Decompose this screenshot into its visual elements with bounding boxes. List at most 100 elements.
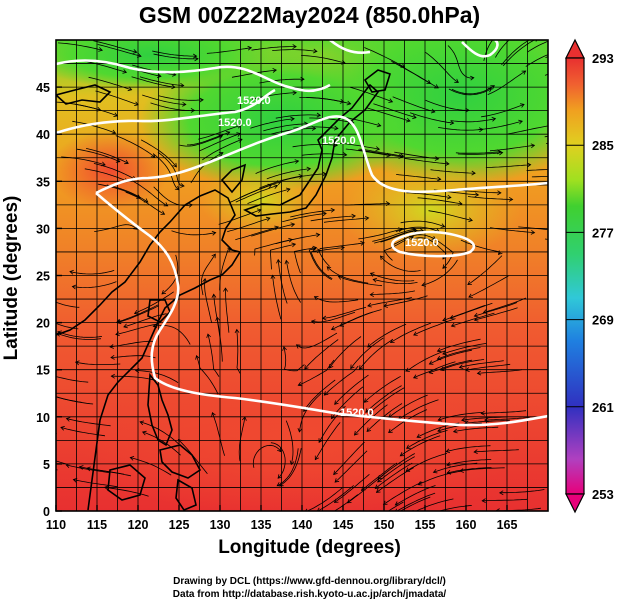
streamline xyxy=(238,416,246,462)
streamline xyxy=(311,311,356,323)
streamline xyxy=(442,305,486,321)
streamline-arrow xyxy=(490,85,495,90)
streamline xyxy=(202,138,243,161)
streamline xyxy=(277,259,288,304)
streamline-arrow xyxy=(192,53,198,59)
streamline-arrow xyxy=(188,202,193,208)
streamline-arrow xyxy=(428,512,432,516)
streamline-arrow xyxy=(351,213,356,219)
streamline xyxy=(235,226,279,241)
streamline-arrow xyxy=(474,192,480,198)
streamline xyxy=(322,306,367,319)
streamline xyxy=(57,42,103,51)
streamline xyxy=(314,296,359,303)
streamline xyxy=(56,469,58,471)
streamline-arrow xyxy=(295,344,301,349)
streamline-arrow xyxy=(416,433,422,438)
streamline xyxy=(318,247,345,267)
streamline-arrow xyxy=(330,325,336,331)
streamline-arrow xyxy=(133,309,139,315)
streamline-arrow xyxy=(172,162,177,168)
streamline-arrow xyxy=(491,116,497,122)
streamline-arrow xyxy=(434,156,440,161)
streamline xyxy=(400,220,445,228)
x-tick-label: 110 xyxy=(46,518,66,532)
streamline xyxy=(406,430,448,449)
streamline xyxy=(275,234,320,245)
streamline xyxy=(299,393,322,432)
streamline-arrow xyxy=(211,253,216,259)
streamline xyxy=(370,290,415,296)
streamline xyxy=(354,404,388,436)
streamline xyxy=(467,255,503,285)
streamline-arrow xyxy=(304,365,309,370)
streamline xyxy=(272,275,282,320)
streamline-arrow xyxy=(141,430,147,436)
streamline xyxy=(395,485,436,506)
streamline-arrow xyxy=(211,411,216,417)
x-axis: 110 115 120 125 130 135 140 145 150 155 160 165 xyxy=(46,505,517,532)
streamline-arrow xyxy=(375,488,381,493)
streamline-arrow xyxy=(446,462,451,467)
streamline xyxy=(285,260,302,303)
x-tick-label: 145 xyxy=(333,518,354,532)
streamline-arrow xyxy=(367,302,372,308)
streamline xyxy=(56,301,80,308)
streamline-arrow xyxy=(123,323,128,329)
streamline xyxy=(318,405,346,443)
streamline xyxy=(460,467,505,472)
streamline xyxy=(448,88,492,96)
streamline xyxy=(376,467,414,493)
streamline xyxy=(461,416,507,421)
streamline xyxy=(97,44,142,57)
streamline-arrow xyxy=(124,159,129,165)
streamline-arrow xyxy=(458,364,464,370)
streamline xyxy=(349,86,393,103)
streamline xyxy=(275,114,321,119)
y-axis-label: Latitude (degrees) xyxy=(1,195,22,361)
streamline-arrow xyxy=(405,467,411,472)
contour-label: 1520.0 xyxy=(237,95,271,107)
streamline-arrow xyxy=(388,428,393,434)
contour-label: 1520.0 xyxy=(405,237,439,249)
streamline-arrow xyxy=(111,129,117,135)
streamline-arrow xyxy=(430,108,436,114)
streamline-arrow xyxy=(195,354,200,360)
streamline-arrow xyxy=(431,236,437,241)
streamline xyxy=(139,76,184,86)
streamline xyxy=(153,53,199,60)
streamline-arrow xyxy=(339,99,345,104)
streamline-arrow xyxy=(270,274,276,280)
y-tick-label: 40 xyxy=(36,128,50,142)
streamline xyxy=(130,457,172,476)
streamline-arrow xyxy=(389,338,395,344)
streamline-arrow xyxy=(290,222,296,228)
x-tick-label: 140 xyxy=(292,518,313,532)
streamline-arrow xyxy=(476,370,482,376)
streamline xyxy=(446,445,491,452)
streamline xyxy=(394,151,439,160)
streamline-arrow xyxy=(365,522,369,526)
streamline xyxy=(373,279,418,284)
streamline-arrow xyxy=(587,140,591,144)
streamline-arrow xyxy=(360,240,365,246)
streamline xyxy=(142,431,181,456)
streamline xyxy=(375,462,413,489)
streamline-arrow xyxy=(339,322,345,327)
streamline-arrow xyxy=(273,184,279,189)
streamline-arrow xyxy=(110,373,115,379)
streamline-arrow xyxy=(277,474,283,479)
streamline-arrow xyxy=(383,303,388,308)
streamline xyxy=(306,487,343,511)
y-tick-label: 10 xyxy=(36,411,50,425)
y-tick-label: 45 xyxy=(36,81,50,95)
streamline-arrow xyxy=(379,255,385,261)
streamline xyxy=(367,297,412,307)
streamline xyxy=(451,85,495,95)
streamline xyxy=(104,486,149,497)
streamline xyxy=(277,448,299,487)
streamline xyxy=(93,40,137,53)
streamline xyxy=(485,164,531,168)
streamline xyxy=(106,184,149,203)
streamline-arrow xyxy=(315,232,321,238)
